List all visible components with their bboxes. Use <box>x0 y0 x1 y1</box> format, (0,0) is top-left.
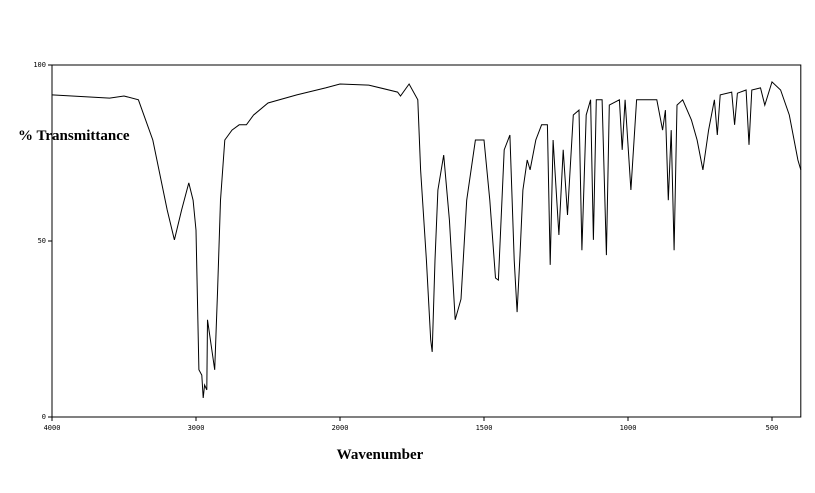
x-tick-label: 500 <box>766 424 779 432</box>
y-tick-label: 0 <box>42 413 46 421</box>
spectrum-line <box>51 80 802 399</box>
x-tick-label: 3000 <box>188 424 205 432</box>
x-tick-label: 1000 <box>620 424 637 432</box>
x-axis-label: Wavenumber <box>337 447 424 463</box>
x-tick-label: 4000 <box>44 424 61 432</box>
plot-frame <box>51 64 802 418</box>
x-tick-label: 2000 <box>332 424 349 432</box>
y-tick-label: 100 <box>33 61 46 69</box>
y-axis-label: % Transmittance <box>18 128 130 144</box>
y-tick-label: 50 <box>38 237 46 245</box>
x-tick-label: 1500 <box>476 424 493 432</box>
